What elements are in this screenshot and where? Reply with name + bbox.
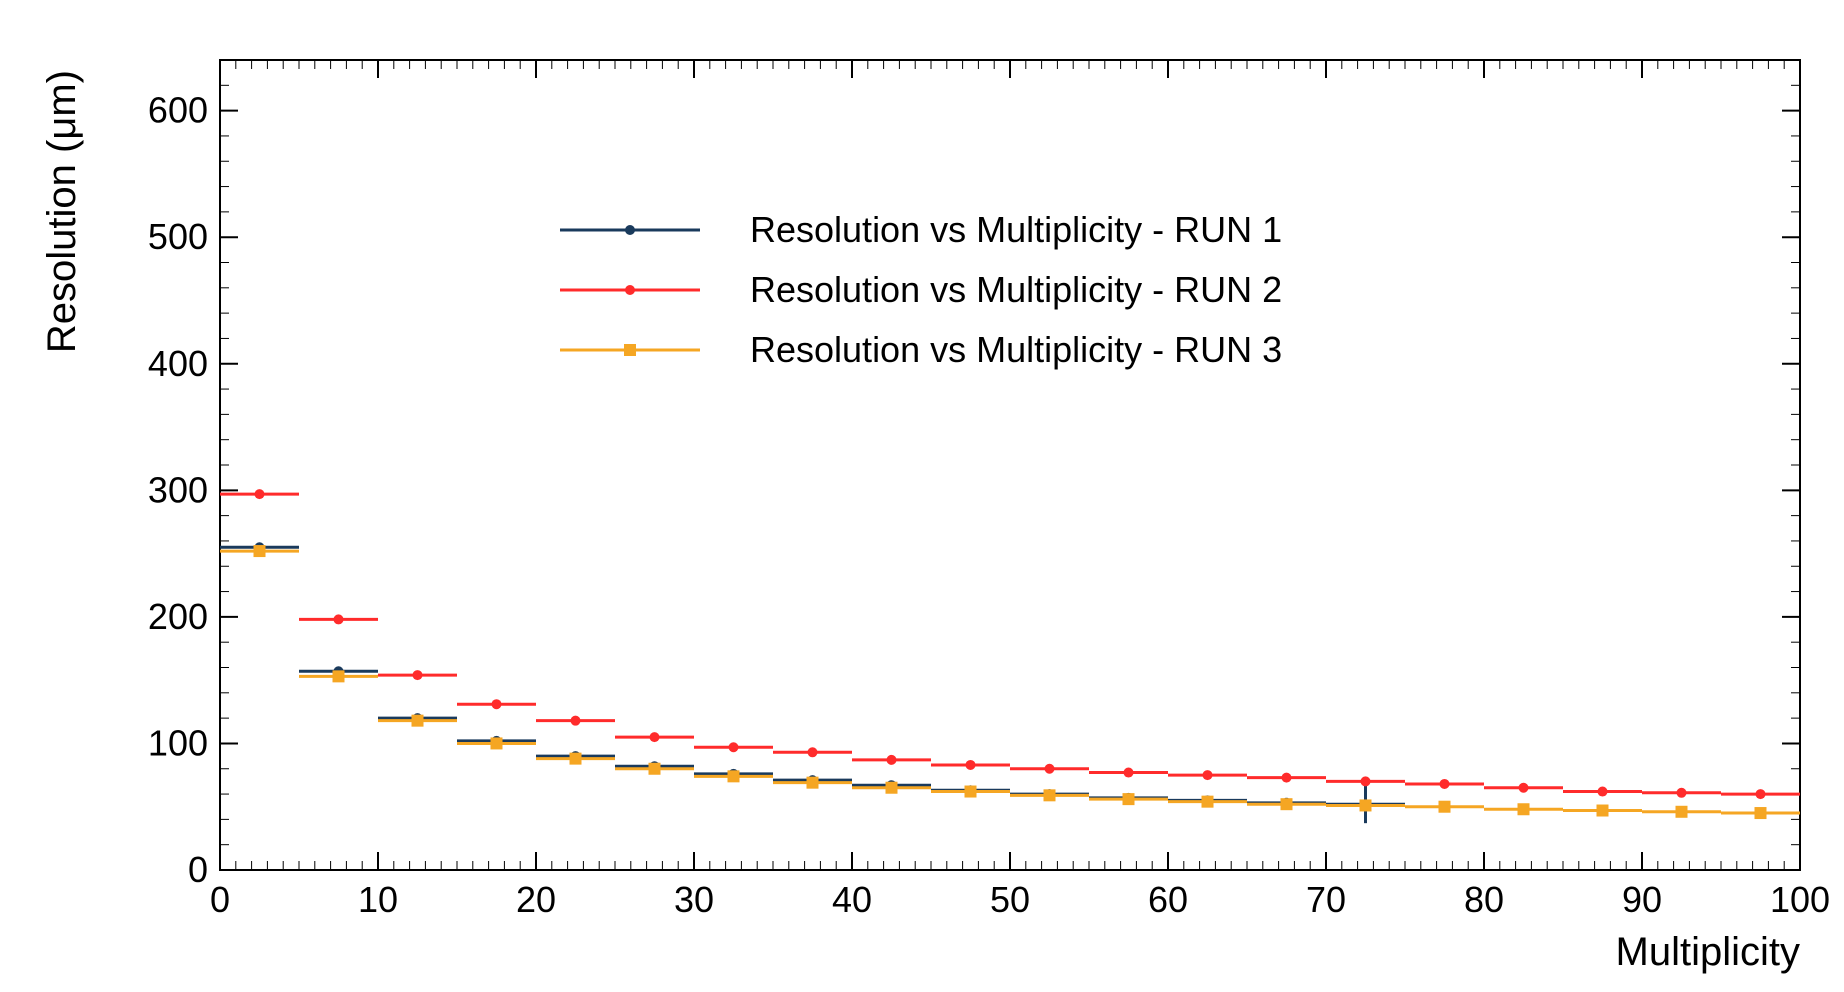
y-tick-label: 100	[148, 722, 208, 763]
x-tick-label: 100	[1770, 879, 1830, 920]
y-tick-label: 500	[148, 216, 208, 257]
series-marker	[1440, 779, 1450, 789]
series-marker	[1123, 793, 1135, 805]
resolution-chart: 0 10 20 30 40 50 60 70 80 90 100 0 100 200 300 400 500 60…	[0, 0, 1844, 992]
series-marker	[887, 755, 897, 765]
chart-bg	[0, 0, 1844, 992]
legend-marker	[625, 285, 635, 295]
x-tick-label: 80	[1464, 879, 1504, 920]
series-marker	[965, 786, 977, 798]
x-tick-label: 20	[516, 879, 556, 920]
y-tick-label: 600	[148, 90, 208, 131]
x-tick-label: 40	[832, 879, 872, 920]
series-marker	[571, 716, 581, 726]
series-marker	[1203, 770, 1213, 780]
series-marker	[1756, 789, 1766, 799]
legend-label: Resolution vs Multiplicity - RUN 2	[750, 269, 1282, 310]
series-marker	[886, 782, 898, 794]
series-marker	[1518, 803, 1530, 815]
series-marker	[1676, 806, 1688, 818]
series-marker	[412, 715, 424, 727]
series-marker	[649, 763, 661, 775]
series-marker	[1202, 796, 1214, 808]
y-tick-label: 300	[148, 469, 208, 510]
x-tick-label: 70	[1306, 879, 1346, 920]
legend-marker	[624, 344, 636, 356]
series-marker	[492, 699, 502, 709]
x-tick-label: 60	[1148, 879, 1188, 920]
series-marker	[650, 732, 660, 742]
series-marker	[966, 760, 976, 770]
x-axis-label: Multiplicity	[1616, 930, 1800, 974]
legend-label: Resolution vs Multiplicity - RUN 1	[750, 209, 1282, 250]
chart-container: 0 10 20 30 40 50 60 70 80 90 100 0 100 200 300 400 500 60…	[0, 0, 1844, 992]
series-marker	[1124, 768, 1134, 778]
series-marker	[729, 742, 739, 752]
x-tick-label: 10	[358, 879, 398, 920]
x-tick-label: 50	[990, 879, 1030, 920]
x-tick-label: 90	[1622, 879, 1662, 920]
y-tick-label: 0	[188, 849, 208, 890]
series-marker	[1361, 776, 1371, 786]
series-marker	[255, 489, 265, 499]
series-marker	[570, 753, 582, 765]
series-marker	[334, 614, 344, 624]
series-marker	[808, 747, 818, 757]
x-tick-label: 0	[210, 879, 230, 920]
series-marker	[333, 670, 345, 682]
series-marker	[728, 770, 740, 782]
series-marker	[413, 670, 423, 680]
series-marker	[1044, 789, 1056, 801]
series-marker	[1282, 773, 1292, 783]
series-marker	[491, 737, 503, 749]
x-tick-label: 30	[674, 879, 714, 920]
legend-marker	[625, 225, 635, 235]
series-marker	[1439, 801, 1451, 813]
series-marker	[1598, 787, 1608, 797]
series-marker	[254, 545, 266, 557]
series-marker	[1597, 805, 1609, 817]
series-marker	[1360, 799, 1372, 811]
series-marker	[1519, 783, 1529, 793]
y-tick-label: 400	[148, 343, 208, 384]
y-tick-label: 200	[148, 596, 208, 637]
legend-label: Resolution vs Multiplicity - RUN 3	[750, 329, 1282, 370]
series-marker	[1677, 788, 1687, 798]
y-axis-label: Resolution (μm)	[40, 70, 84, 353]
series-marker	[807, 777, 819, 789]
series-marker	[1755, 807, 1767, 819]
series-marker	[1281, 798, 1293, 810]
series-marker	[1045, 764, 1055, 774]
